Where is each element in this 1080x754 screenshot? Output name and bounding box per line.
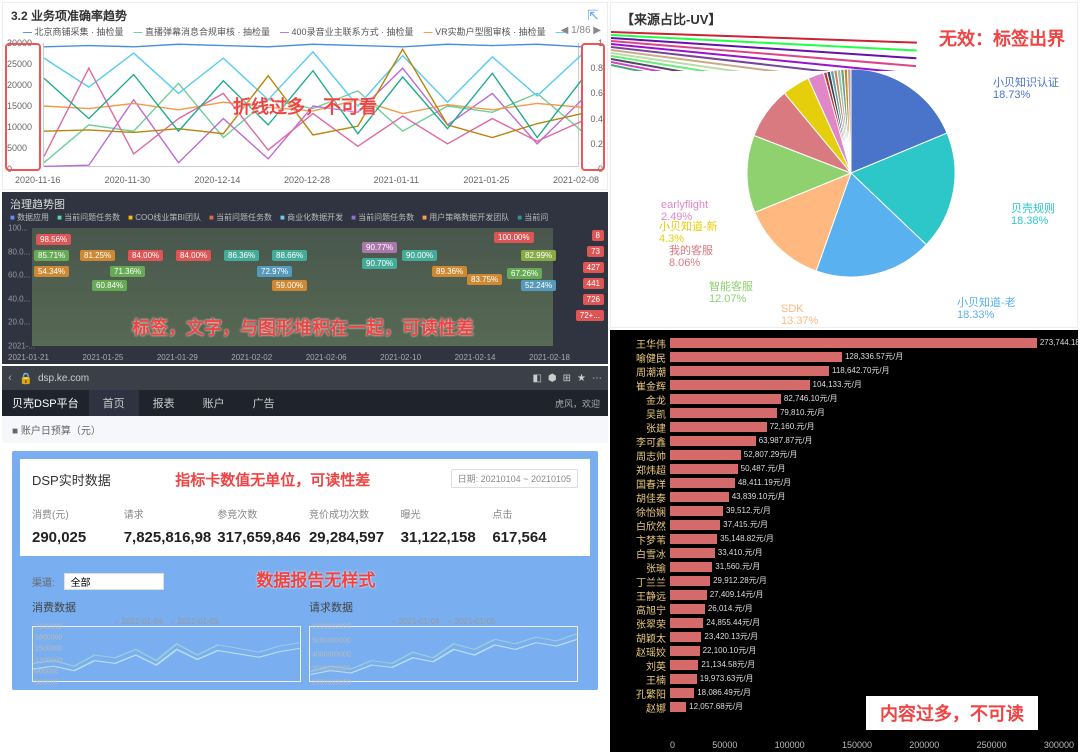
hbar-row: 徐怡娴39,512.元/月 xyxy=(610,504,1072,518)
hbar-row: 赵瑶姣22,100.10元/月 xyxy=(610,644,1072,658)
hbar-row: 刘英21,134.58元/月 xyxy=(610,658,1072,672)
mini-title: 请求数据 xyxy=(309,599,578,615)
panel1-pager[interactable]: ◀ 1/86 ▶ xyxy=(561,25,601,36)
hbar-row: 胡佳泰43,839.10元/月 xyxy=(610,490,1072,504)
kpi-label: 参竞次数 xyxy=(217,506,303,521)
panel1-legend: 北京商铺采集 · 抽检量直播弹幕消息合规审核 · 抽检量400录音业主联系方式 … xyxy=(23,25,567,38)
date-range-picker[interactable]: 日期: 20210104 ~ 20210105 xyxy=(451,469,578,488)
hbar-rows: 王华伟273,744.18元/月喻健民128,336.57元/月周潮潮118,6… xyxy=(610,330,1078,734)
browser-url[interactable]: dsp.ke.com xyxy=(38,373,89,384)
ext-icon[interactable]: ⊞ xyxy=(563,373,571,384)
mini-title: 消费数据 xyxy=(32,599,301,615)
browser-back-icon[interactable]: ‹ xyxy=(2,372,18,384)
panel2-legend: 数据应用当前问题任务数COO线业策BI团队当前问题任务数商业化数据开发当前问题任… xyxy=(10,212,548,223)
panel1-critique: 折线过多，不可看 xyxy=(233,93,377,119)
kpi-value: 29,284,597 xyxy=(309,529,395,546)
hbar-xaxis: 050000100000150000200000250000300000 xyxy=(670,740,1074,750)
hbar-row: 郑炜超50,487.元/月 xyxy=(610,462,1072,476)
nav-item[interactable]: 首页 xyxy=(89,390,139,416)
kpi-label: 消费(元) xyxy=(32,506,118,521)
panel4-critique: 无效：标签出界 xyxy=(939,25,1065,51)
ext-icon[interactable]: ⬢ xyxy=(548,373,557,384)
dsp-card: 日期: 20210104 ~ 20210105 DSP实时数据 指标卡数值无单位… xyxy=(20,459,590,556)
kpi-value: 7,825,816,98 xyxy=(124,529,212,546)
kpi-value: 317,659,846 xyxy=(217,529,303,546)
ext-icon[interactable]: ⋯ xyxy=(592,373,602,384)
pie-svg xyxy=(725,47,977,299)
channel-label: 渠道: xyxy=(32,578,55,589)
overflow-label-stripes xyxy=(611,31,917,71)
hbar-row: 王静远27,409.14元/月 xyxy=(610,588,1072,602)
panel5-critique: 内容过多，不可读 xyxy=(866,696,1038,730)
panel-governance-trend: 治理趋势图 数据应用当前问题任务数COO线业策BI团队当前问题任务数商业化数据开… xyxy=(2,192,608,364)
kpi-label: 请求 xyxy=(124,506,212,521)
dsp-user[interactable]: 虎风，欢迎 xyxy=(555,397,608,410)
browser-lock-icon: 🔒 xyxy=(18,372,34,385)
export-icon[interactable]: ⇱ xyxy=(587,7,599,24)
kpi-value: 31,122,158 xyxy=(401,529,487,546)
dsp-nav: 贝壳DSP平台 首页报表账户广告 虎风，欢迎 xyxy=(2,390,608,416)
dsp-subheader: ■ 账户日预算（元） xyxy=(2,416,608,443)
hbar-row: 吴凯79,810.元/月 xyxy=(610,406,1072,420)
panel-source-uv-pie: 【来源占比-UV】 无效：标签出界 小贝知识认证18.73%贝壳规则18.38%… xyxy=(610,2,1078,328)
browser-tabrow: ‹ 🔒 dsp.ke.com ◧ ⬢ ⊞ ★ ⋯ xyxy=(2,366,608,390)
ext-icon[interactable]: ◧ xyxy=(532,373,541,384)
panel-accuracy-trend: 3.2 业务项准确率趋势 ⇱ 北京商铺采集 · 抽检量直播弹幕消息合规审核 · … xyxy=(2,2,608,190)
ext-icon[interactable]: ★ xyxy=(577,373,586,384)
hbar-row: 丁兰兰29,912.28元/月 xyxy=(610,574,1072,588)
hbar-row: 白雪冰33,410.元/月 xyxy=(610,546,1072,560)
mini-charts-row: 消费数据2021-01-042021-01-052100000180000015… xyxy=(32,599,578,682)
hbar-row: 李可鑫63,987.87元/月 xyxy=(610,434,1072,448)
panel3-critique-top: 指标卡数值无单位，可读性差 xyxy=(175,472,370,489)
kpi-value: 290,025 xyxy=(32,529,118,546)
hbar-row: 周潮潮118,642.70元/月 xyxy=(610,364,1072,378)
nav-item[interactable]: 广告 xyxy=(239,390,289,416)
browser-ext-icons: ◧ ⬢ ⊞ ★ ⋯ xyxy=(532,373,602,384)
hbar-row: 张建72,160.元/月 xyxy=(610,420,1072,434)
hbar-row: 高旭宁26,014.元/月 xyxy=(610,602,1072,616)
dsp-card-title: DSP实时数据 xyxy=(32,473,111,488)
kpi-label: 点击 xyxy=(492,506,578,521)
hbar-row: 王楠19,973.63元/月 xyxy=(610,672,1072,686)
hbar-row: 胡颖太23,420.13元/月 xyxy=(610,630,1072,644)
panel2-critique: 标签，文字，与图形堆积在一起，可读性差 xyxy=(132,314,474,340)
hbar-row: 白欣然37,415.元/月 xyxy=(610,518,1072,532)
channel-select[interactable] xyxy=(64,573,164,590)
hbar-row: 王华伟273,744.18元/月 xyxy=(610,336,1072,350)
hbar-row: 崔金辉104,133.元/月 xyxy=(610,378,1072,392)
hbar-row: 卞梦苇35,148.82元/月 xyxy=(610,532,1072,546)
hbar-row: 周志帅52,807.29元/月 xyxy=(610,448,1072,462)
panel-hbar-names: 王华伟273,744.18元/月喻健民128,336.57元/月周潮潮118,6… xyxy=(610,330,1078,752)
hbar-row: 张瑜31,560.元/月 xyxy=(610,560,1072,574)
panel-dsp-dashboard: ‹ 🔒 dsp.ke.com ◧ ⬢ ⊞ ★ ⋯ 贝壳DSP平台 首页报表账户广… xyxy=(2,366,608,752)
redbox-right-axis xyxy=(581,43,605,171)
kpi-row: 消费(元) 290,025 请求 7,825,816,98 参竞次数 317,659,84… xyxy=(32,506,578,546)
kpi-value: 617,564 xyxy=(492,529,578,546)
nav-item[interactable]: 账户 xyxy=(189,390,239,416)
hbar-row: 国春洋48,411.19元/月 xyxy=(610,476,1072,490)
kpi-label: 曝光 xyxy=(401,506,487,521)
kpi-label: 竞价成功次数 xyxy=(309,506,395,521)
hbar-row: 金龙82,746.10元/月 xyxy=(610,392,1072,406)
channel-filter: 渠道: 数据报告无样式 xyxy=(32,566,578,591)
dsp-blue-wrapper: 日期: 20210104 ~ 20210105 DSP实时数据 指标卡数值无单位… xyxy=(12,451,598,690)
nav-item[interactable]: 报表 xyxy=(139,390,189,416)
hbar-row: 喻健民128,336.57元/月 xyxy=(610,350,1072,364)
dsp-brand[interactable]: 贝壳DSP平台 xyxy=(2,395,89,411)
panel3-critique-mid: 数据报告无样式 xyxy=(256,571,375,590)
hbar-row: 张翠荣24,855.44元/月 xyxy=(610,616,1072,630)
